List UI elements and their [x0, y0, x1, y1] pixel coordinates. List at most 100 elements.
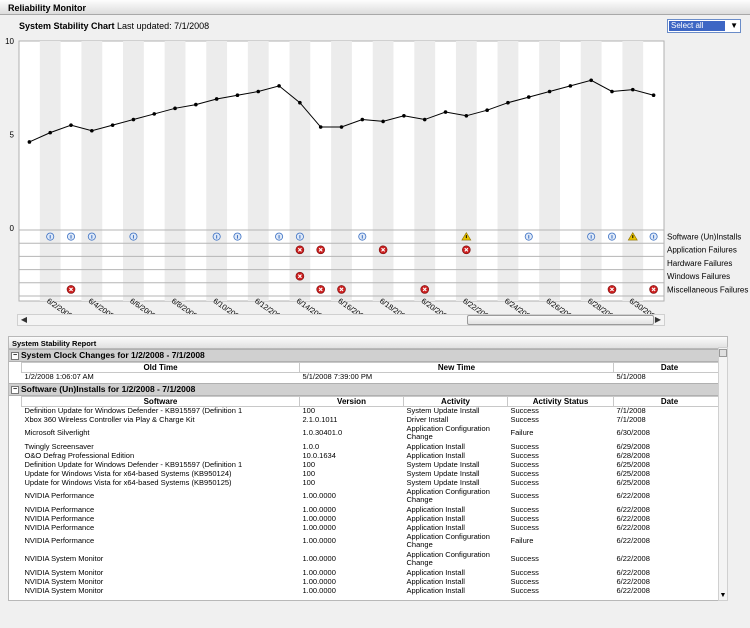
window-title: Reliability Monitor [0, 0, 750, 15]
info-icon-mark [70, 235, 72, 239]
data-point [506, 100, 510, 105]
data-point [27, 140, 32, 144]
info-icon-mark [590, 235, 592, 239]
data-point [630, 87, 635, 92]
column-header[interactable]: Software [21, 395, 300, 407]
table-cell: 10.0.1634 [302, 451, 336, 460]
y-tick-label: 10 [5, 37, 14, 46]
table-cell: 6/25/2008 [616, 478, 650, 487]
table-cell: 1.00.0000 [302, 514, 336, 523]
table-row[interactable]: Definition Update for Windows Defender -… [22, 406, 726, 415]
table-row[interactable]: Twingly Screensaver 1.0.0 Application Inst… [22, 442, 726, 451]
column-header[interactable]: Version [299, 395, 404, 407]
error-icon-cross [297, 274, 302, 279]
table-cell: Driver Install [406, 415, 449, 424]
clock-group-title: System Clock Changes for 1/2/2008 - 7/1/… [21, 350, 205, 360]
table-row[interactable]: NVIDIA System Monitor 1.00.0000 Applicatio… [22, 568, 726, 577]
table-cell: NVIDIA Performance [24, 505, 95, 514]
table-cell: Success [510, 478, 539, 487]
data-point [547, 89, 552, 94]
table-row[interactable]: Update for Windows Vista for x64-based S… [22, 469, 726, 478]
scroll-down-arrow-icon[interactable]: ▼ [719, 592, 727, 599]
table-cell: 1.00.0000 [302, 523, 336, 532]
table-row[interactable]: O&O Defrag Professional Edition 10.0.1634… [22, 451, 726, 460]
column-header[interactable]: Activity Status [507, 395, 614, 407]
table-cell: 1.00.0000 [302, 536, 336, 545]
table-cell: Success [510, 505, 539, 514]
table-cell: 5/1/2008 7:39:00 PM [302, 372, 373, 382]
data-point [568, 84, 573, 88]
collapse-icon[interactable]: − [11, 385, 19, 394]
collapse-icon[interactable]: − [11, 352, 19, 360]
table-cell: 100 [302, 469, 316, 478]
last-updated: Last updated: 7/1/2008 [117, 21, 210, 31]
table-row[interactable]: NVIDIA Performance 1.00.0000 Application I… [22, 505, 726, 514]
table-row[interactable]: 1/2/2008 1:06:07 AM 5/1/2008 7:39:00 PM 5/… [22, 373, 726, 382]
day-stripe [580, 41, 602, 301]
table-cell: System Update Install [406, 478, 480, 487]
info-icon-mark [653, 235, 655, 239]
table-cell: Application Install [406, 451, 465, 460]
report-vertical-scrollbar[interactable]: ▼ [718, 347, 728, 601]
error-icon-cross [464, 247, 469, 252]
column-header[interactable]: Date [613, 395, 726, 407]
event-row-label: Software (Un)Installs [667, 233, 741, 242]
table-cell: Success [510, 523, 539, 532]
day-stripe [539, 41, 560, 301]
table-row[interactable]: Xbox 360 Wireless Controller via Play & … [22, 415, 726, 424]
info-icon-mark [361, 235, 363, 239]
select-all-dropdown[interactable]: Select all ▼ [667, 19, 741, 33]
table-cell: Success [510, 586, 539, 595]
table-cell: Success [510, 514, 539, 523]
chart-horizontal-scrollbar[interactable]: ◀ ▶ [17, 314, 665, 326]
report-title: System Stability Report [9, 337, 727, 349]
table-row[interactable]: NVIDIA Performance 1.00.0000 Application I… [22, 514, 726, 523]
day-stripe [455, 41, 477, 301]
table-cell: NVIDIA System Monitor [24, 568, 104, 577]
software-installs-group-header[interactable]: − Software (Un)Installs for 1/2/2008 - 7… [9, 382, 727, 396]
table-row[interactable]: NVIDIA System Monitor 1.00.0000 Applicatio… [22, 550, 726, 568]
day-stripe [123, 41, 144, 301]
info-icon-mark [132, 235, 134, 239]
table-row[interactable]: NVIDIA Performance 1.00.0000 Application I… [22, 523, 726, 532]
info-icon-mark [528, 235, 530, 239]
data-point [485, 108, 489, 112]
table-cell: NVIDIA Performance [24, 536, 95, 545]
table-cell: 1.0.30401.0 [302, 428, 343, 437]
data-point [194, 102, 198, 107]
table-row[interactable]: Update for Windows Vista for x64-based S… [22, 478, 726, 487]
table-row[interactable]: Microsoft Silverlight 1.0.30401.0 Applicat… [22, 424, 726, 442]
table-row[interactable]: NVIDIA Performance 1.00.0000 Application C… [22, 487, 726, 505]
column-header[interactable]: New Time [299, 362, 614, 373]
table-cell: Application Install [406, 586, 465, 595]
column-header[interactable]: Old Time [21, 362, 300, 373]
table-cell: 6/22/2008 [616, 568, 650, 577]
table-cell: Application Install [406, 505, 465, 514]
event-row-label: Miscellaneous Failures [667, 285, 748, 294]
scrollbar-thumb[interactable] [467, 315, 654, 325]
scrollbar-thumb[interactable] [719, 349, 727, 357]
warning-icon-mark [632, 235, 634, 239]
table-cell: 1.00.0000 [302, 505, 336, 514]
event-row-label: Windows Failures [667, 272, 730, 281]
data-point [152, 112, 157, 116]
info-icon-mark [236, 235, 238, 239]
stability-chart[interactable]: 0 5 10 Software (Un)Installs Application Fai… [0, 32, 750, 314]
info-icon-mark [49, 235, 51, 239]
table-cell: 6/28/2008 [616, 451, 650, 460]
table-cell: 5/1/2008 [616, 372, 646, 382]
table-row[interactable]: NVIDIA Performance 1.00.0000 Application C… [22, 532, 726, 550]
y-tick-label: 5 [10, 131, 15, 140]
scroll-left-arrow-icon[interactable]: ◀ [20, 315, 28, 324]
column-header[interactable]: Date [613, 362, 726, 373]
table-cell: System Update Install [406, 460, 480, 469]
scroll-right-arrow-icon[interactable]: ▶ [654, 315, 662, 324]
clock-changes-group-header[interactable]: − System Clock Changes for 1/2/2008 - 7/… [9, 349, 727, 362]
table-row[interactable]: NVIDIA System Monitor 1.00.0000 Applicatio… [22, 577, 726, 586]
software-group-title: Software (Un)Installs for 1/2/2008 - 7/1… [21, 383, 196, 394]
chevron-down-icon[interactable]: ▼ [730, 21, 738, 30]
column-header[interactable]: Activity [403, 395, 508, 407]
table-row[interactable]: NVIDIA System Monitor 1.00.0000 Applicatio… [22, 586, 726, 595]
table-row[interactable]: Definition Update for Windows Defender -… [22, 460, 726, 469]
table-cell: 6/22/2008 [616, 577, 650, 586]
